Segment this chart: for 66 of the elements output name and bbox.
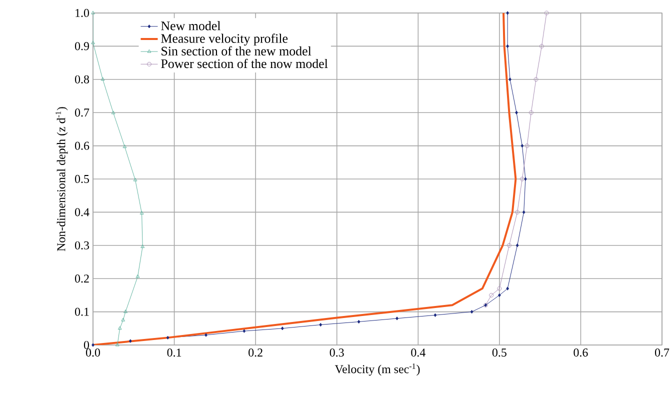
point [242,329,246,333]
point [524,144,530,148]
y-tick-label: 1.0 [76,8,90,18]
point [140,244,145,248]
point [136,274,140,278]
point [100,77,105,81]
x-tick-label: 0.3 [330,348,344,357]
point [520,176,524,182]
y-tick-label: 0.8 [74,75,90,84]
point [498,293,501,298]
point [140,210,144,214]
point [118,326,122,330]
point [122,144,127,148]
point [319,322,322,327]
y-tick-label: 0.3 [74,241,90,250]
point [516,244,519,248]
point [204,333,208,337]
point [534,77,538,82]
y-tick-label: 0.2 [74,274,89,283]
point [539,44,544,48]
point [128,339,132,343]
legend-label: New model [161,21,221,30]
point [124,310,128,314]
point [515,110,518,114]
legend-label: Power section of the now model [161,58,328,68]
y-tick-label: 0.1 [74,308,89,316]
x-tick-label: 0.0 [86,348,100,357]
point [506,11,510,15]
point [524,177,527,181]
point [515,210,520,214]
y-tick-label: 0.5 [74,174,90,184]
x-tick-label: 0.6 [574,348,588,357]
point [92,343,94,347]
legend-label: Measure velocity profile [161,34,288,46]
x-tick-label: 0.5 [492,348,506,357]
point [280,326,284,330]
point [489,292,494,298]
x-tick-label: 0.7 [654,348,670,357]
y-axis-title: Non-dimensional depth (z d$^{-1}$) [56,107,68,252]
point [434,313,437,317]
point [506,44,510,48]
x-tick-label: 0.4 [411,348,426,357]
point [522,210,526,214]
point [506,243,512,248]
point [528,110,534,115]
x-tick-label: 0.1 [167,348,182,357]
point [470,310,474,314]
point [121,318,126,322]
x-axis-title: Velocity (m sec$^{-1}$) [334,363,420,376]
point [91,40,95,44]
point [497,286,502,291]
point [508,78,512,82]
y-tick-label: 0.4 [74,208,90,216]
y-tick-label: 0.9 [74,42,89,50]
y-tick-label: 0.6 [74,142,90,150]
x-tick-label: 0.2 [248,348,262,357]
point [166,336,170,340]
point [357,320,360,324]
legend-label: Sin section of the new model [162,46,312,56]
point [520,144,524,148]
y-tick-label: 0.7 [74,108,90,117]
point [111,110,116,114]
y-tick-label: 0 [84,340,90,350]
point [506,286,510,290]
point [396,316,398,320]
point [133,178,138,182]
